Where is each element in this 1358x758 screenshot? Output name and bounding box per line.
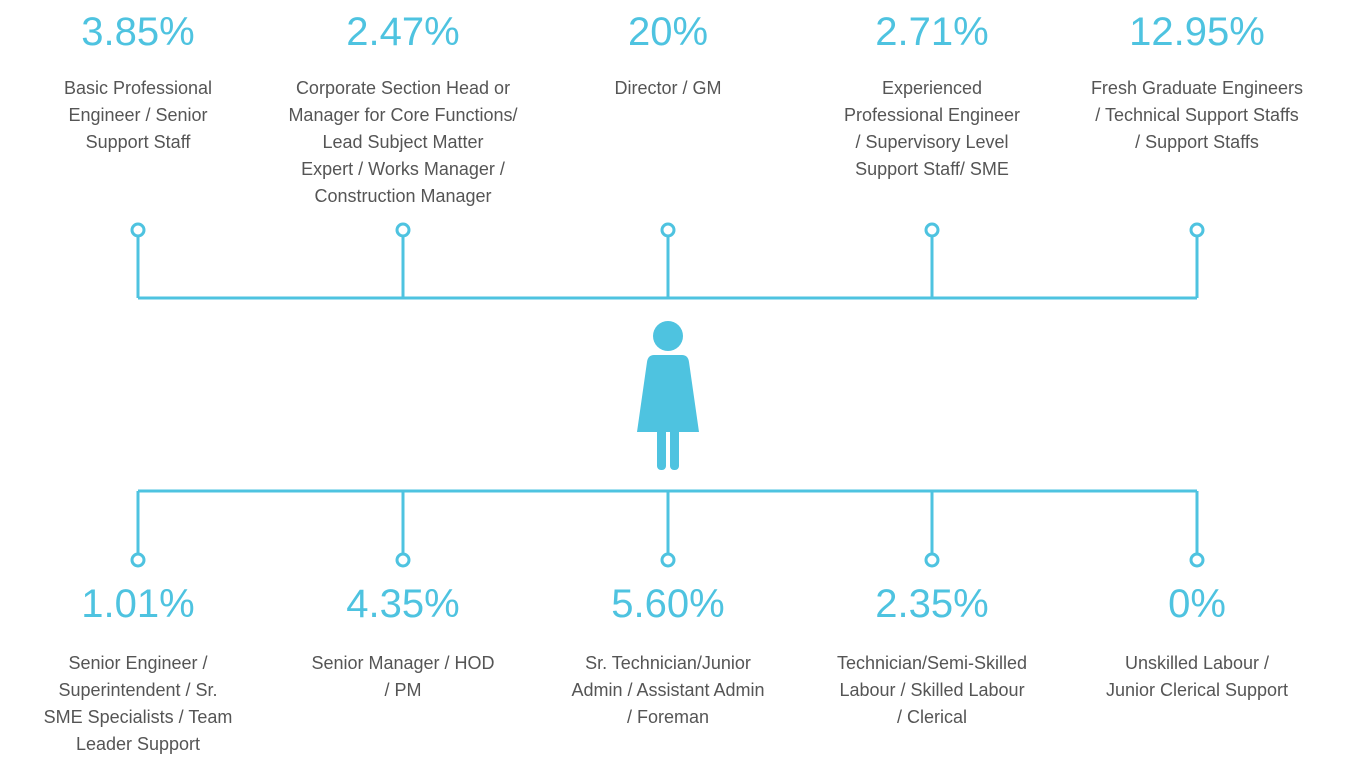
label-line: Basic Professional: [63, 78, 213, 98]
node: [924, 552, 940, 568]
node: [395, 222, 411, 238]
percentage: 2.47%: [346, 10, 460, 54]
role-label: Corporate Section Head or Manager for Cor…: [253, 75, 553, 210]
percentage: 3.85%: [81, 10, 195, 54]
woman-icon: [637, 321, 699, 470]
label-line: Professional Engineer: [843, 105, 1021, 125]
label-line: Corporate Section Head or: [295, 78, 511, 98]
label-line: Lead Subject Matter: [322, 132, 484, 152]
label-line: Unskilled Labour /: [1124, 653, 1270, 673]
node: [1189, 222, 1205, 238]
label-line: Superintendent / Sr.: [58, 680, 218, 700]
label-line: Fresh Graduate Engineers: [1090, 78, 1304, 98]
label-line: Support Staff: [85, 132, 191, 152]
node: [660, 222, 676, 238]
label-line: Sr. Technician/Junior: [585, 653, 751, 673]
node: [130, 222, 146, 238]
node: [1189, 552, 1205, 568]
label-line: Support Staff/ SME: [855, 159, 1009, 179]
label-line: Manager for Core Functions/: [288, 105, 518, 125]
label-line: Expert / Works Manager /: [301, 159, 505, 179]
node: [924, 222, 940, 238]
node: [660, 552, 676, 568]
label-line: / Technical Support Staffs: [1095, 105, 1299, 125]
percentage: 5.60%: [611, 582, 725, 626]
label-line: Construction Manager: [314, 186, 492, 206]
label-line: Technician/Semi-Skilled: [836, 653, 1028, 673]
percentage: 20%: [627, 10, 709, 54]
role-label: Senior Manager / HOD / PM: [253, 650, 553, 704]
percentage: 2.35%: [875, 582, 989, 626]
label-line: / Supervisory Level: [855, 132, 1009, 152]
label-line: Senior Engineer /: [68, 653, 208, 673]
role-label: Technician/Semi-Skilled Labour / Skilled …: [782, 650, 1082, 731]
role-label: Unskilled Labour / Junior Clerical Suppor…: [1047, 650, 1347, 704]
role-label: Fresh Graduate Engineers / Technical Supp…: [1047, 75, 1347, 156]
label-line: Director / GM: [614, 78, 722, 98]
label-line: Senior Manager / HOD: [311, 653, 495, 673]
label-line: Admin / Assistant Admin: [571, 680, 765, 700]
node: [395, 552, 411, 568]
label-line: Labour / Skilled Labour: [839, 680, 1025, 700]
percentage: 1.01%: [81, 582, 195, 626]
percentage: 4.35%: [346, 582, 460, 626]
label-line: SME Specialists / Team: [43, 707, 233, 727]
label-line: Experienced: [881, 78, 983, 98]
percentage: 2.71%: [875, 10, 989, 54]
label-line: Engineer / Senior: [68, 105, 208, 125]
label-line: / PM: [384, 680, 422, 700]
label-line: / Support Staffs: [1135, 132, 1259, 152]
label-line: / Clerical: [896, 707, 967, 727]
role-label: Director / GM: [518, 75, 818, 102]
label-line: / Foreman: [626, 707, 710, 727]
label-line: Junior Clerical Support: [1105, 680, 1289, 700]
role-label: Sr. Technician/Junior Admin / Assistant A…: [518, 650, 818, 731]
percentage: 12.95%: [1129, 10, 1265, 54]
role-label: Basic Professional Engineer / Senior Suppo…: [0, 75, 288, 156]
role-label: Senior Engineer / Superintendent / Sr. SME…: [0, 650, 288, 758]
percentage: 0%: [1168, 582, 1226, 626]
label-line: Leader Support: [75, 734, 201, 754]
role-label: Experienced Professional Engineer / Superv…: [782, 75, 1082, 183]
node: [130, 552, 146, 568]
